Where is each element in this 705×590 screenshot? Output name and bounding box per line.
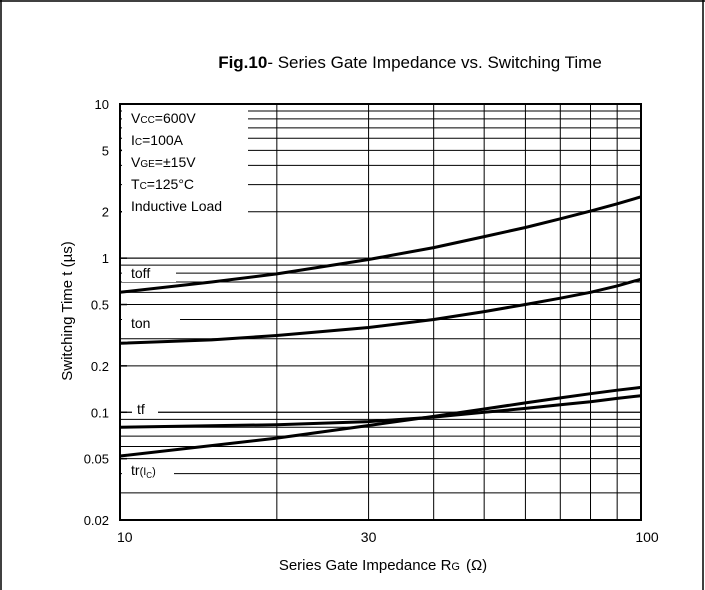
label-background [122,266,176,282]
series-line-ton [119,277,642,345]
y-tick-labels: 10 5 2 1 0.5 0.2 0.1 0.05 0.02 [84,97,109,528]
y-tick-label: 0.1 [91,405,109,420]
condition-tc: TC=125°C [131,176,194,192]
y-tick-label: 0.05 [84,452,109,467]
y-tick-label: 10 [95,97,109,112]
y-axis-label: Switching Time t (µs) [59,241,76,381]
series-label-tf: tf [137,401,145,417]
x-tick-label: 30 [361,529,377,545]
series-line-tr [119,385,642,458]
conditions-block: VCC=600V IC=100A VGE=±15V TC=125°C Induc… [131,110,222,214]
condition-ic: IC=100A [131,132,184,148]
condition-vge: VGE=±15V [131,154,196,170]
x-tick-label: 10 [117,529,133,545]
condition-vcc: VCC=600V [131,110,196,126]
conditions-background [122,106,248,482]
condition-load: Inductive Load [131,198,222,214]
x-axis-label: Series Gate Impedance RG (Ω) [279,557,487,574]
series-line-toff [119,195,642,294]
chart-title-rest: - Series Gate Impedance vs. Switching Ti… [267,53,601,72]
label-background [122,316,180,332]
chart-title-bold: Fig.10 [218,53,267,72]
series-lines [119,195,642,458]
label-background [122,460,174,482]
series-label-toff: toff [131,265,150,281]
label-background [122,106,248,216]
y-tick-label: 0.2 [91,359,109,374]
y-tick-label: 0.02 [84,513,109,528]
x-tick-labels: 10 30 100 [117,529,659,545]
y-tick-label: 0.5 [91,298,109,313]
y-tick-label: 1 [102,251,109,266]
series-label-tr: tr(IC) [131,462,156,480]
y-tick-label: 2 [102,205,109,220]
chart-title: Fig.10- Series Gate Impedance vs. Switch… [218,53,602,72]
series-label-ton: ton [131,315,150,331]
series-labels: toff ton tf tr(IC) [131,265,156,480]
label-background [132,402,158,418]
x-tick-label: 100 [635,529,659,545]
y-tick-label: 5 [102,143,109,158]
series-line-tf [119,394,642,429]
plot-area-border [119,103,642,521]
